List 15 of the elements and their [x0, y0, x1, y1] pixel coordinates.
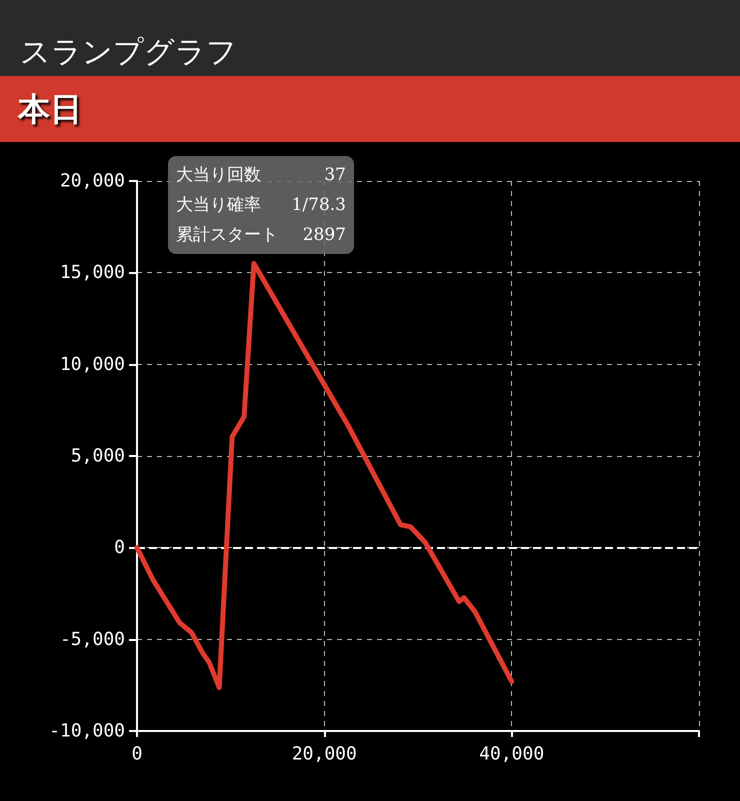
y-tick-label: 0	[114, 537, 125, 558]
y-tick-label: -10,000	[49, 720, 125, 742]
x-tick-label: 40,000	[479, 744, 544, 764]
text: 累計スタート 2897	[176, 225, 346, 245]
y-tick-label: 10,000	[60, 354, 125, 375]
y-tick-label: 5,000	[70, 446, 125, 466]
chart-subtitle: 本日	[18, 89, 82, 130]
x-tick-label: 0	[132, 744, 142, 764]
chart-title: スランプグラフ	[20, 34, 237, 72]
y-tick-label: 15,000	[60, 262, 125, 284]
x-tick-label: 20,000	[292, 744, 357, 764]
text: 大当り確率 1/78.3	[176, 195, 346, 215]
y-tick-label: 20,000	[60, 170, 125, 192]
text: 大当り回数 37	[176, 165, 346, 185]
y-tick-label: -5,000	[60, 628, 125, 650]
